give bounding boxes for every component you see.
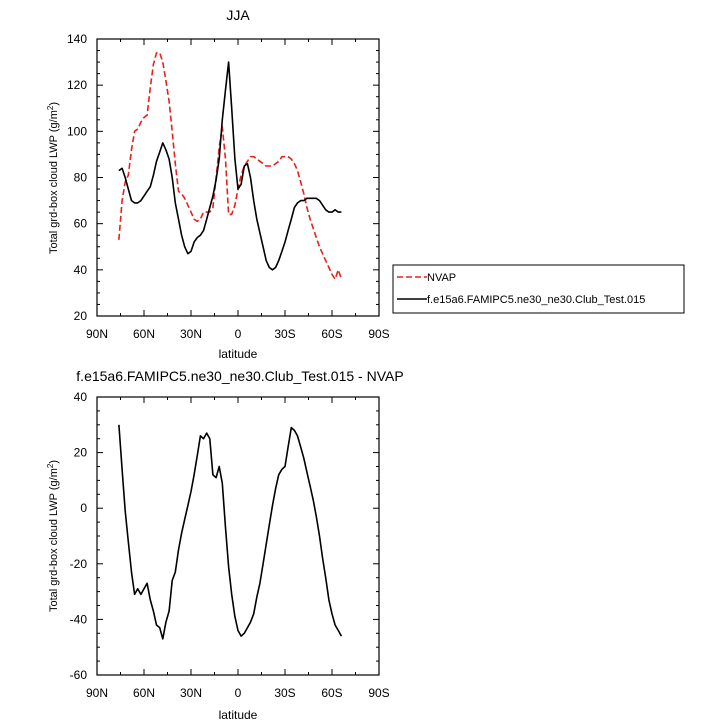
top-x-tick-label: 30N (180, 327, 202, 341)
bottom-y-axis-label-exponent: 2 (46, 463, 55, 468)
top-y-tick-label: 60 (74, 217, 88, 231)
top-x-tick-label: 60N (133, 327, 155, 341)
bottom-x-tick-label: 90N (86, 686, 108, 700)
top-y-tick-label: 140 (67, 32, 87, 46)
top-y-axis-label-main: Total grd-box cloud LWP (g/m (48, 110, 60, 254)
legend-box (392, 264, 685, 314)
bottom-y-tick-label: 0 (80, 501, 87, 515)
bottom-y-axis-label-main: Total grd-box cloud LWP (g/m (48, 468, 60, 612)
top-y-tick-label: 40 (74, 263, 88, 277)
top-series-line-0 (118, 52, 343, 280)
top-y-axis-label-exponent: 2 (46, 105, 55, 110)
top-x-tick-label: 0 (235, 327, 242, 341)
bottom-x-tick-label: 60S (321, 686, 342, 700)
bottom-y-tick-label: -20 (70, 557, 88, 571)
top-y-axis-label: Total grd-box cloud LWP (g/m2) (46, 102, 61, 254)
legend-label-nvap: NVAP (427, 272, 456, 284)
top-x-tick-label: 60S (321, 327, 342, 341)
top-legend: NVAP f.e15a6.FAMIPC5.ne30_ne30.Club_Test… (392, 264, 685, 314)
top-y-tick-label: 20 (74, 309, 88, 323)
bottom-y-axis-label: Total grd-box cloud LWP (g/m2) (46, 460, 61, 612)
bottom-x-tick-label: 0 (235, 686, 242, 700)
top-x-tick-label: 90N (86, 327, 108, 341)
top-y-tick-label: 120 (67, 78, 87, 92)
bottom-plot-frame (96, 396, 380, 676)
bottom-y-tick-label: -60 (70, 668, 88, 682)
bottom-y-tick-label: 40 (74, 390, 88, 404)
top-x-axis-label: latitude (219, 347, 258, 361)
bottom-y-axis-label-tail: ) (48, 460, 60, 464)
bottom-x-tick-label: 60N (133, 686, 155, 700)
top-x-tick-label: 30S (274, 327, 295, 341)
bottom-x-tick-label: 30S (274, 686, 295, 700)
bottom-panel: f.e15a6.FAMIPC5.ne30_ne30.Club_Test.015 … (46, 368, 404, 722)
bottom-series-line-0 (118, 424, 343, 640)
bottom-y-tick-label: 20 (74, 446, 88, 460)
bottom-x-axis-label: latitude (219, 708, 258, 722)
top-y-tick-label: 80 (74, 171, 88, 185)
top-plot-area: 90N 60N 30N 0 30S 60S 90S 20 40 60 80 100 120 140 (67, 32, 390, 341)
top-chart-title: JJA (226, 7, 250, 23)
bottom-plot-area: 90N 60N 30N 0 30S 60S 90S -60 -40 -20 0 20 40 (70, 390, 390, 700)
top-panel: JJA 90N 60N 30N 0 30S 60S 90S 20 40 60 80 100 120 140… (46, 7, 390, 361)
top-series-line-1 (118, 61, 342, 271)
bottom-x-tick-label: 30N (180, 686, 202, 700)
bottom-x-tick-label: 90S (368, 686, 389, 700)
top-y-tick-label: 100 (67, 124, 87, 138)
legend-label-model: f.e15a6.FAMIPC5.ne30_ne30.Club_Test.015 (427, 294, 645, 306)
top-x-tick-label: 90S (368, 327, 389, 341)
bottom-y-tick-label: -40 (70, 612, 88, 626)
bottom-chart-title: f.e15a6.FAMIPC5.ne30_ne30.Club_Test.015 … (76, 368, 403, 384)
top-y-axis-label-tail: ) (48, 102, 60, 106)
